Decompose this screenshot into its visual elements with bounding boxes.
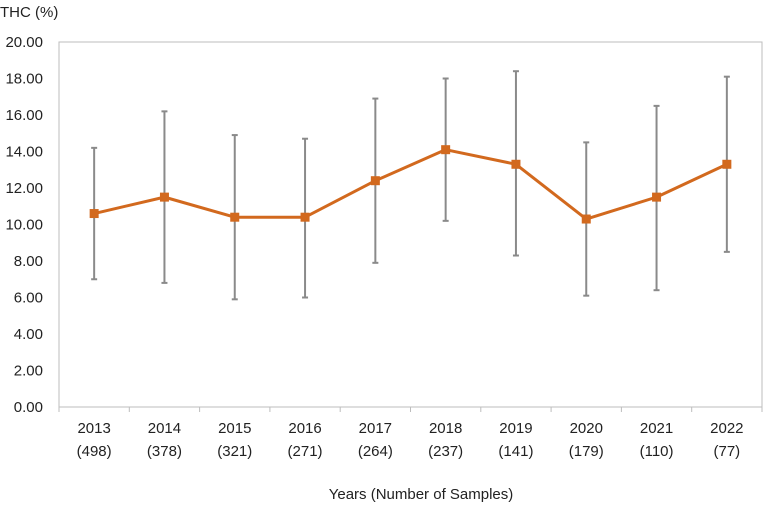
error-bars: [91, 70, 730, 301]
x-tick-label-samples: (321): [217, 443, 252, 460]
data-point-marker: [652, 192, 662, 202]
x-tick-label-year: 2015: [218, 420, 251, 437]
y-tick-label: 14.00: [5, 144, 43, 161]
data-point-marker: [159, 192, 169, 202]
x-tick-label-year: 2021: [640, 420, 673, 437]
x-tick-label-year: 2019: [499, 420, 532, 437]
x-tick-label-year: 2022: [710, 420, 743, 437]
y-tick-label: 8.00: [14, 253, 43, 270]
data-point-marker: [230, 212, 240, 222]
x-tick-label-year: 2013: [77, 420, 110, 437]
y-tick-label: 12.00: [5, 180, 43, 197]
x-tick-label-year: 2017: [359, 420, 392, 437]
data-point-marker: [441, 145, 451, 155]
x-tick-label-year: 2018: [429, 420, 462, 437]
y-axis: 0.00 2.00 4.00 6.00 8.00 10.00 12.00 14.00 16.00…: [5, 34, 43, 416]
x-tick-label-samples: (179): [569, 443, 604, 460]
y-tick-label: 4.00: [14, 326, 43, 343]
x-tick-label-samples: (264): [358, 443, 393, 460]
x-tick-label-samples: (237): [428, 443, 463, 460]
series-line: [93, 148, 728, 221]
y-tick-label: 0.00: [14, 399, 43, 416]
data-markers: [89, 145, 732, 224]
y-tick-label: 18.00: [5, 71, 43, 88]
y-tick-label: 6.00: [14, 290, 43, 307]
data-point-marker: [300, 212, 310, 222]
y-tick-label: 20.00: [5, 34, 43, 51]
y-tick-label: 10.00: [5, 217, 43, 234]
y-tick-label: 16.00: [5, 107, 43, 124]
x-tick-label-samples: (378): [147, 443, 182, 460]
y-tick-label: 2.00: [14, 363, 43, 380]
x-tick-label-samples: (110): [640, 443, 674, 460]
x-tick-label-samples: (271): [288, 443, 323, 460]
x-tick-label-year: 2016: [288, 420, 321, 437]
x-tick-label-year: 2014: [148, 420, 181, 437]
x-tick-label-samples: (498): [77, 443, 112, 460]
x-tick-label-year: 2020: [570, 420, 603, 437]
data-point-marker: [511, 159, 521, 169]
data-point-marker: [370, 176, 380, 186]
x-axis-title: Years (Number of Samples): [329, 486, 514, 503]
x-tick-label-samples: (141): [498, 443, 533, 460]
x-tick-label-samples: (77): [714, 443, 741, 460]
y-axis-title: THC (%): [0, 4, 58, 21]
data-point-marker: [89, 209, 99, 219]
x-axis: 2013 (498) 2014 (378) 2015 (321) 2016 (271) 2017…: [58, 407, 763, 460]
data-point-marker: [581, 214, 591, 224]
series-line-group: [93, 148, 728, 221]
data-point-marker: [722, 159, 732, 169]
